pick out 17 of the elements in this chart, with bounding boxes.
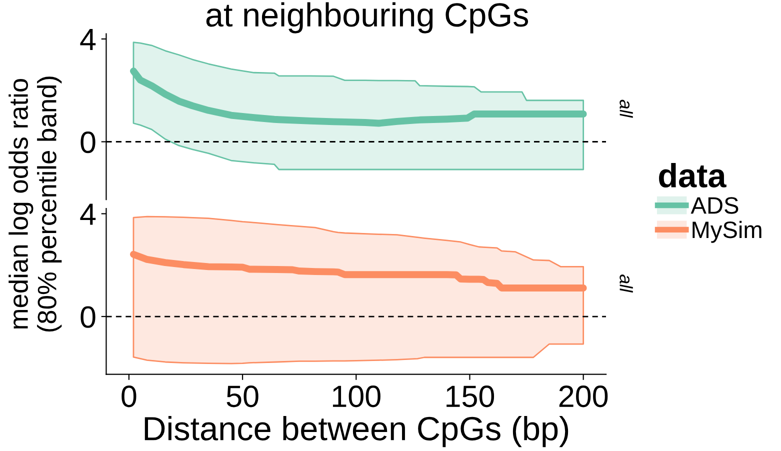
legend-label: MySim <box>692 220 762 243</box>
text: all <box>620 274 633 293</box>
y-tick-label: 4 <box>80 204 96 225</box>
legend-label: ADS <box>690 197 738 214</box>
y-tick-label: 4 <box>80 29 96 50</box>
y-tick-label: 0 <box>80 131 96 154</box>
chart-title: at neighbouring CpGs <box>206 2 528 34</box>
y-axis-title: median log odds ratio (80% percentile band) <box>8 76 62 332</box>
x-tick-label: 200 <box>559 386 608 408</box>
x-tick-label: 0 <box>122 386 136 408</box>
text: all <box>620 100 633 118</box>
x-axis-title: Distance between CpGs (bp) <box>144 416 568 448</box>
x-tick-label: 50 <box>226 386 258 408</box>
legend-title: data <box>659 163 726 188</box>
x-tick-label: 100 <box>332 386 380 408</box>
x-tick-label: 150 <box>446 386 494 408</box>
y-tick-label: 0 <box>80 306 96 328</box>
